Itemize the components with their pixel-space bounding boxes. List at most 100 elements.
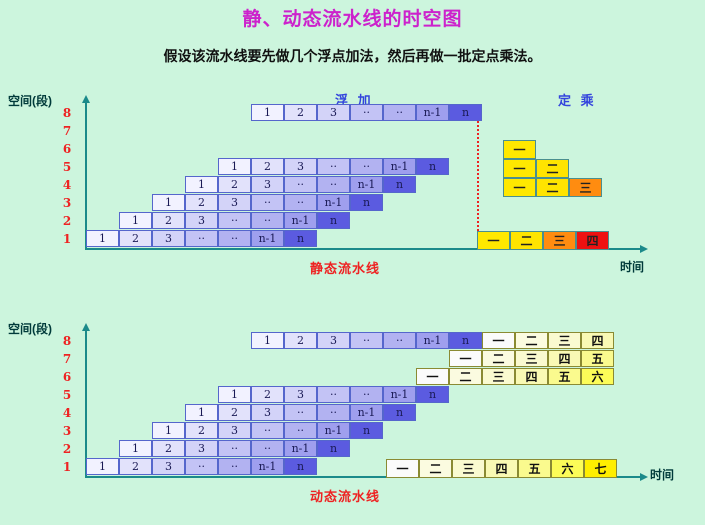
page-subtitle: 假设该流水线要先做几个浮点加法，然后再做一批定点乘法。: [163, 49, 542, 65]
y-tick-2: 2: [62, 442, 72, 456]
pipeline-cell: 三: [569, 178, 602, 197]
y-tick-1: 1: [62, 232, 72, 246]
pipeline-cell: 二: [419, 459, 452, 478]
y-tick-5: 5: [62, 160, 72, 174]
pipeline-cell: 五: [581, 350, 614, 367]
pipeline-cell: n-1: [284, 212, 317, 229]
pipeline-cell: n-1: [416, 104, 449, 121]
pipeline-cell: ··: [251, 422, 284, 439]
pipeline-cell: 二: [536, 178, 569, 197]
pipeline-cell: ··: [383, 104, 416, 121]
y-tick-4: 4: [62, 406, 72, 420]
pipeline-cell: 一: [503, 140, 536, 159]
pipeline-cell: 2: [218, 404, 251, 421]
pipeline-cell: ··: [317, 386, 350, 403]
pipeline-cell: 3: [152, 230, 185, 247]
pipeline-cell: 五: [518, 459, 551, 478]
pipeline-cell: 二: [536, 159, 569, 178]
pipeline-cell: 2: [119, 458, 152, 475]
pipeline-cell: 1: [251, 104, 284, 121]
pipeline-cell: n: [383, 176, 416, 193]
pipeline-cell: ··: [350, 332, 383, 349]
x-axis-title-1: 时间: [620, 260, 645, 274]
pipeline-cell: ··: [218, 458, 251, 475]
page-title: 静、动态流水线的时空图: [242, 8, 463, 30]
pipeline-cell: ··: [350, 158, 383, 175]
pipeline-cell: n: [449, 332, 482, 349]
pipeline-cell: 1: [185, 176, 218, 193]
pipeline-cell: n-1: [350, 176, 383, 193]
pipeline-cell: ··: [218, 230, 251, 247]
pipeline-cell: n: [317, 440, 350, 457]
pipeline-cell: 2: [284, 332, 317, 349]
pipeline-cell: 1: [152, 422, 185, 439]
pipeline-cell: ··: [218, 212, 251, 229]
pipeline-cell: n-1: [383, 158, 416, 175]
y-tick-8: 8: [62, 106, 72, 120]
chart-caption-static: 静态流水线: [310, 261, 381, 276]
pipeline-cell: 3: [317, 104, 350, 121]
pipeline-cell: 一: [386, 459, 419, 478]
pipeline-cell: 1: [152, 194, 185, 211]
pipeline-cell: 2: [185, 422, 218, 439]
phase-divider-1: [477, 118, 479, 250]
pipeline-cell: 3: [185, 440, 218, 457]
y-tick-1: 1: [62, 460, 72, 474]
pipeline-cell: n-1: [416, 332, 449, 349]
pipeline-cell: n-1: [284, 440, 317, 457]
pipeline-cell: ··: [350, 386, 383, 403]
pipeline-cell: 2: [185, 194, 218, 211]
pipeline-cell: 三: [548, 332, 581, 349]
pipeline-cell: 3: [251, 404, 284, 421]
pipeline-cell: n: [416, 386, 449, 403]
pipeline-cell: ··: [317, 404, 350, 421]
pipeline-cell: 一: [503, 159, 536, 178]
pipeline-cell: 2: [218, 176, 251, 193]
pipeline-cell: ··: [284, 176, 317, 193]
pipeline-cell: 3: [284, 386, 317, 403]
pipeline-cell: 2: [152, 212, 185, 229]
y-tick-7: 7: [62, 352, 72, 366]
pipeline-cell: ··: [185, 458, 218, 475]
pipeline-cell: n-1: [317, 194, 350, 211]
pipeline-cell: 2: [251, 158, 284, 175]
pipeline-cell: 1: [86, 230, 119, 247]
pipeline-cell: ··: [284, 422, 317, 439]
y-tick-3: 3: [62, 424, 72, 438]
pipeline-cell: 三: [515, 350, 548, 367]
pipeline-cell: n-1: [383, 386, 416, 403]
pipeline-cell: n-1: [317, 422, 350, 439]
pipeline-cell: 1: [218, 158, 251, 175]
pipeline-cell: n-1: [251, 230, 284, 247]
pipeline-cell: 五: [548, 368, 581, 385]
y-tick-3: 3: [62, 196, 72, 210]
y-tick-2: 2: [62, 214, 72, 228]
pipeline-cell: 3: [218, 422, 251, 439]
pipeline-cell: n: [416, 158, 449, 175]
pipeline-cell: 3: [317, 332, 350, 349]
pipeline-cell: ··: [317, 176, 350, 193]
y-tick-4: 4: [62, 178, 72, 192]
pipeline-cell: ··: [317, 158, 350, 175]
x-axis-line-2: [85, 473, 648, 481]
pipeline-cell: 3: [284, 158, 317, 175]
pipeline-cell: 四: [515, 368, 548, 385]
y-axis-line-2: [82, 323, 90, 478]
pipeline-cell: 2: [284, 104, 317, 121]
pipeline-cell: 1: [185, 404, 218, 421]
pipeline-cell: 3: [152, 458, 185, 475]
pipeline-cell: n: [284, 230, 317, 247]
pipeline-cell: ··: [284, 194, 317, 211]
y-tick-8: 8: [62, 334, 72, 348]
pipeline-cell: ··: [284, 404, 317, 421]
pipeline-cell: 二: [482, 350, 515, 367]
pipeline-cell: 1: [218, 386, 251, 403]
pipeline-cell: 二: [510, 231, 543, 250]
y-axis-title-1: 空间(段): [8, 94, 52, 108]
pipeline-cell: 2: [251, 386, 284, 403]
y-tick-7: 7: [62, 124, 72, 138]
pipeline-cell: 三: [452, 459, 485, 478]
pipeline-cell: n-1: [350, 404, 383, 421]
